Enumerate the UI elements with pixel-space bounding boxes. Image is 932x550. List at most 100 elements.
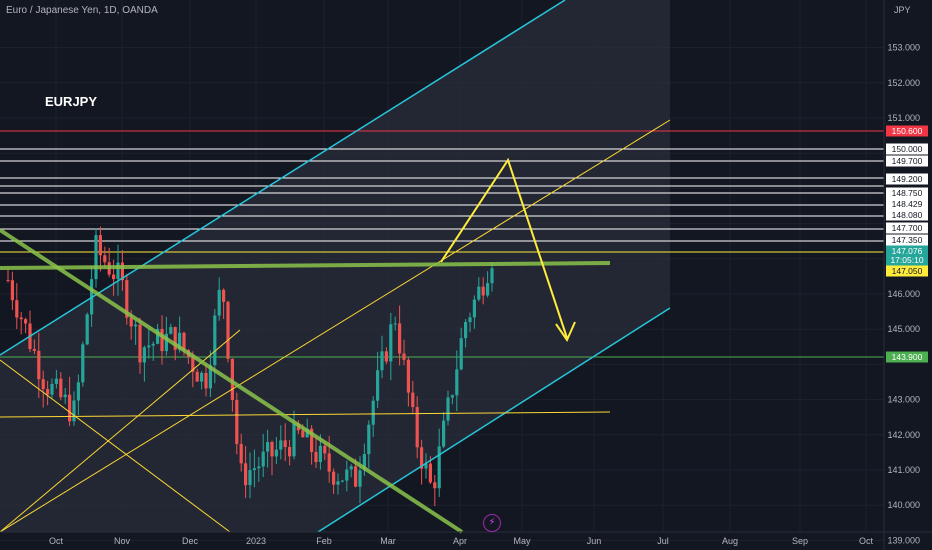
candle: [217, 277, 221, 321]
candle: [486, 271, 490, 298]
candle: [336, 473, 340, 495]
yellow-trendline-cross-2[interactable]: [0, 329, 241, 533]
candle: [252, 449, 256, 488]
green-descending-trendline[interactable]: [0, 228, 464, 534]
candle: [490, 262, 494, 292]
candle: [393, 316, 397, 331]
time-axis[interactable]: Oct Nov Dec 2023 Feb Mar Apr May Jun Jul Aug Sep Oct: [49, 536, 874, 546]
candle: [85, 312, 89, 346]
candle: [15, 283, 19, 329]
candle: [257, 456, 261, 482]
candle: [222, 288, 226, 319]
candle: [424, 453, 428, 479]
chart-text-label[interactable]: EURJPY: [45, 94, 98, 109]
candle: [6, 269, 10, 283]
price-badge: 147.050: [886, 265, 928, 277]
svg-text:148.750: 148.750: [892, 188, 923, 198]
candle: [450, 394, 454, 405]
horizontal-levels: [0, 130, 884, 358]
currency-label: JPY: [894, 5, 911, 15]
candle: [125, 273, 129, 325]
svg-text:17:05:10: 17:05:10: [890, 255, 923, 265]
candle: [433, 475, 437, 507]
candle: [340, 480, 344, 483]
candlesticks: [6, 226, 494, 507]
time-tick-label: Jun: [587, 536, 602, 546]
green-horizontal-line[interactable]: [0, 261, 611, 270]
yellow-trendline-cross[interactable]: [0, 359, 231, 533]
price-tick-label: 143.000: [887, 395, 920, 405]
price-badge: 149.700: [886, 155, 928, 167]
price-tick-label: 153.000: [887, 43, 920, 53]
candle: [24, 317, 28, 334]
candle: [142, 345, 146, 382]
price-badge: 147.076: [886, 245, 928, 257]
symbol-info[interactable]: Euro / Japanese Yen, 1D, OANDA: [6, 5, 158, 16]
candle: [41, 370, 45, 408]
svg-text:149.700: 149.700: [892, 156, 923, 166]
candle: [103, 246, 107, 268]
candle: [288, 439, 292, 466]
price-tick-label: 146.000: [887, 289, 920, 299]
yellow-trendline-mid[interactable]: [0, 119, 671, 533]
time-tick-label: Mar: [380, 536, 396, 546]
price-badge: 149.200: [886, 173, 928, 185]
drawings: [0, 0, 671, 534]
candle: [472, 295, 476, 329]
time-tick-label: Nov: [114, 536, 131, 546]
projection-arrowhead: [555, 321, 576, 343]
candle: [398, 305, 402, 366]
candle: [406, 357, 410, 407]
svg-text:150.000: 150.000: [892, 144, 923, 154]
price-badge: 17:05:10: [886, 254, 928, 266]
candle: [442, 412, 446, 449]
time-tick-label: Sep: [792, 536, 808, 546]
price-axis[interactable]: 153.000 152.000 151.000 146.000 145.000 143.0…: [887, 43, 920, 546]
time-tick-label: Feb: [316, 536, 332, 546]
candle: [164, 316, 168, 356]
yellow-horizontal-line[interactable]: [0, 411, 611, 418]
candle: [81, 341, 85, 387]
candle: [376, 351, 380, 409]
candle: [230, 358, 234, 412]
candle: [371, 396, 375, 437]
candle: [116, 244, 120, 296]
candle: [464, 319, 468, 348]
candle: [120, 250, 124, 291]
candle: [244, 445, 248, 498]
candle: [147, 328, 151, 359]
candle: [208, 350, 212, 398]
candle: [283, 423, 287, 461]
price-tick-label: 139.000: [887, 535, 920, 545]
candle: [28, 310, 32, 353]
time-tick-label: Apr: [453, 536, 467, 546]
time-tick-label: Jul: [657, 536, 669, 546]
candle: [459, 327, 463, 371]
candle: [134, 319, 138, 345]
candle: [266, 429, 270, 468]
price-tick-label: 142.000: [887, 430, 920, 440]
candle: [10, 271, 14, 310]
candle: [19, 312, 23, 335]
candle: [160, 315, 164, 365]
candle: [314, 437, 318, 468]
time-tick-label: Oct: [49, 536, 64, 546]
candle: [292, 410, 296, 460]
price-badge: 148.429: [886, 198, 928, 210]
projection-path[interactable]: [440, 157, 568, 339]
candle: [200, 371, 204, 390]
lightning-icon[interactable]: ⚡: [483, 514, 501, 532]
channel-lower-line[interactable]: [317, 307, 671, 533]
candle: [204, 363, 208, 397]
channel-upper-line[interactable]: [0, 0, 566, 356]
candle: [72, 391, 76, 426]
price-badge: 148.750: [886, 187, 928, 199]
svg-text:149.200: 149.200: [892, 174, 923, 184]
svg-text:150.600: 150.600: [892, 126, 923, 136]
candle: [349, 464, 353, 478]
candle: [98, 226, 102, 272]
candle: [270, 440, 274, 476]
price-tick-label: 152.000: [887, 78, 920, 88]
